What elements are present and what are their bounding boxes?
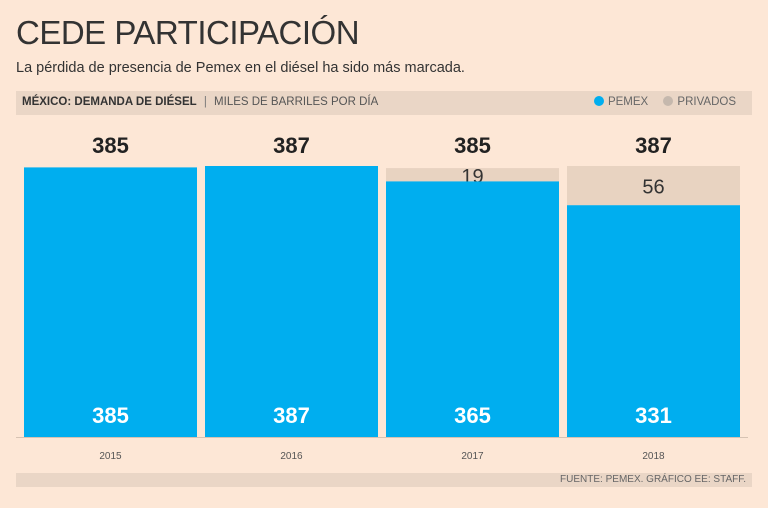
x-tick-label-2018: 2018 (642, 451, 665, 462)
bar-privados-2018 (567, 166, 740, 206)
source-note: FUENTE: PEMEX. GRÁFICO EE: STAFF. (560, 474, 746, 485)
page-title: CEDE PARTICIPACIÓN (16, 14, 360, 51)
total-value-label-2015: 385 (92, 133, 129, 158)
legend-item-pemex: PEMEX (593, 96, 651, 108)
x-tick-label-2017: 2017 (461, 451, 484, 462)
chart-header-left: MÉXICO: DEMANDA DE DIÉSEL | MILES DE BAR… (22, 96, 378, 108)
chart-header-band: MÉXICO: DEMANDA DE DIÉSEL | MILES DE BAR… (16, 91, 752, 115)
bar-pemex-2017 (386, 181, 559, 437)
legend-dot-privados (663, 96, 674, 106)
privados-value-label-2018: 56 (642, 177, 664, 199)
x-tick-label-2015: 2015 (99, 451, 122, 462)
legend-label-pemex: PEMEX (607, 96, 649, 108)
pemex-value-label-2015: 385 (92, 403, 129, 428)
bar-privados-2017 (386, 168, 559, 182)
legend-label-privados: PRIVADOS (677, 96, 736, 108)
page-subtitle: La pérdida de presencia de Pemex en el d… (16, 60, 465, 76)
chart-legend: PEMEX PRIVADOS (582, 96, 736, 108)
footer-band: FUENTE: PEMEX. GRÁFICO EE: STAFF. (16, 473, 752, 487)
chart-unit: MILES DE BARRILES POR DÍA (214, 96, 379, 108)
bar-pemex-2018 (567, 205, 740, 437)
chart-title: MÉXICO: DEMANDA DE DIÉSEL (22, 96, 197, 108)
total-value-label-2018: 387 (635, 133, 672, 158)
pemex-value-label-2016: 387 (273, 403, 310, 428)
header-separator: | (203, 96, 207, 108)
pemex-value-label-2018: 331 (635, 403, 672, 428)
total-value-label-2016: 387 (273, 133, 310, 158)
pemex-value-label-2017: 365 (454, 403, 491, 428)
legend-dot-pemex (593, 96, 604, 106)
bar-pemex-2015 (24, 167, 197, 437)
x-tick-label-2016: 2016 (280, 451, 303, 462)
bar-pemex-2016 (205, 166, 378, 437)
legend-item-privados: PRIVADOS (663, 96, 736, 108)
total-value-label-2017: 385 (454, 133, 491, 158)
